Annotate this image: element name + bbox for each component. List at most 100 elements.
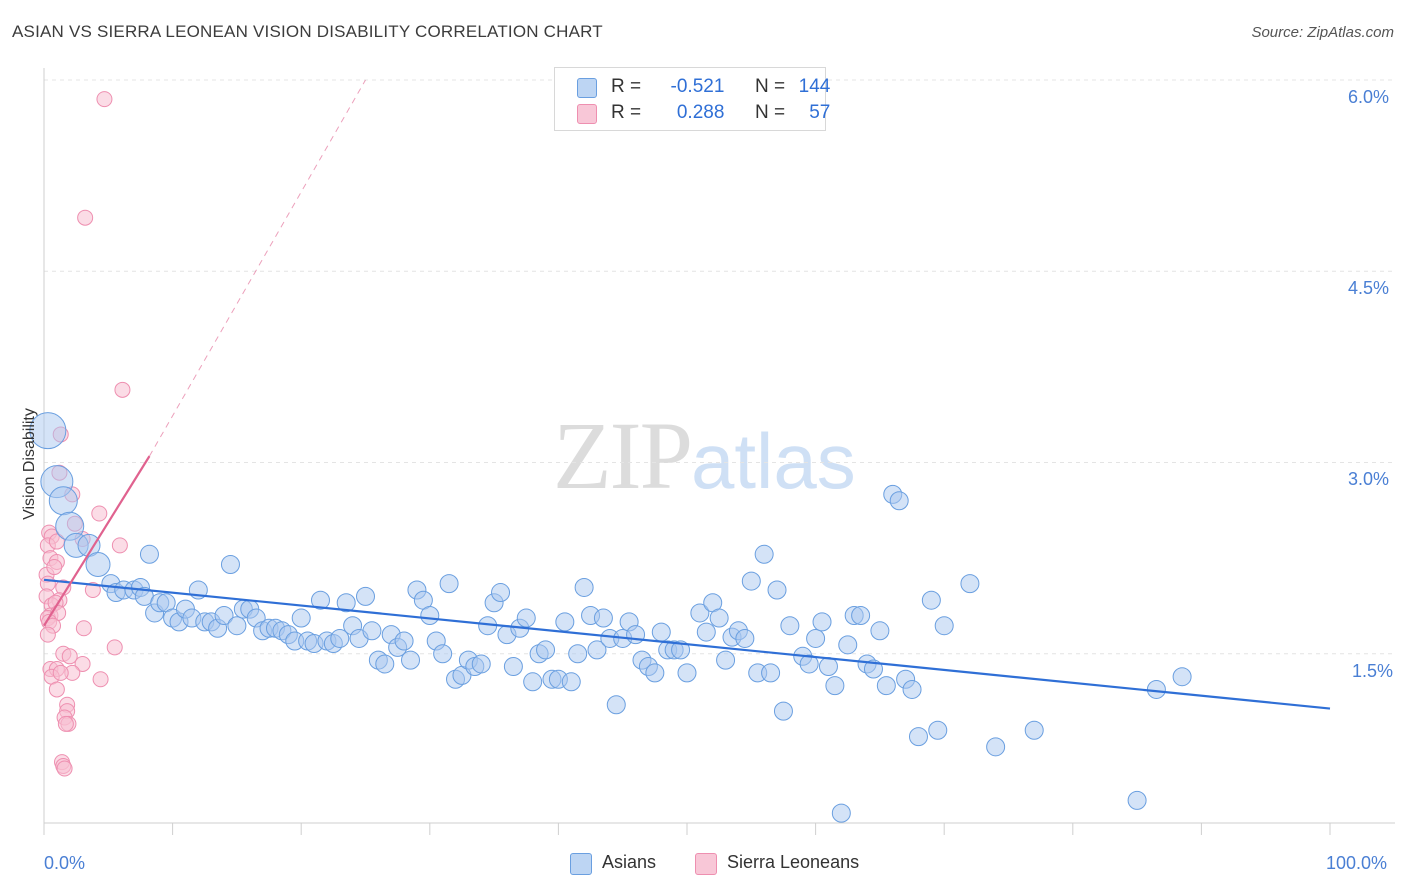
x-tick-label-max: 100.0%	[1326, 853, 1388, 873]
asian-point-111	[773, 701, 793, 721]
legend-n-value-asians: 144	[798, 76, 831, 97]
legend-n-label: N =	[754, 76, 786, 97]
legend-swatch-sierra	[577, 104, 597, 124]
asian-point-50	[375, 654, 395, 674]
asian-point-135	[960, 574, 980, 594]
y-tick-label-4-5: 4.5%	[1348, 278, 1390, 298]
sierra-trend-line	[43, 455, 151, 627]
asian-point-119	[831, 803, 851, 823]
asian-point-54	[401, 650, 421, 670]
asian-point-101	[709, 608, 729, 628]
sierra-point-20	[84, 582, 101, 598]
asian-point-79	[561, 672, 581, 692]
sierra-point-32	[106, 639, 123, 656]
asian-point-84	[593, 608, 613, 628]
asian-point-112	[780, 616, 800, 636]
asian-point-13	[139, 544, 159, 564]
asian-point-109	[761, 663, 781, 683]
asian-point-83	[587, 640, 607, 660]
sierra-trend-extension	[149, 79, 366, 457]
asian-point-80	[568, 644, 588, 664]
asian-point-99	[696, 622, 716, 642]
asian-point-128	[889, 491, 909, 511]
asian-point-68	[491, 583, 511, 603]
asian-point-126	[876, 676, 896, 696]
correlation-legend: R = -0.521 N = 144 R = 0.288 N = 57	[554, 67, 830, 131]
sierra-point-34	[61, 648, 78, 665]
asian-point-0	[29, 412, 67, 450]
asian-point-81	[574, 577, 594, 597]
asian-point-89	[626, 625, 646, 645]
asian-point-37	[291, 608, 311, 628]
asian-point-6	[85, 552, 111, 577]
asian-point-116	[812, 612, 832, 632]
asian-point-106	[741, 571, 761, 591]
y-axis-title: Vision Disability	[21, 408, 38, 520]
series-swatch-asians	[570, 853, 592, 875]
asian-point-25	[214, 606, 234, 625]
asian-point-75	[536, 640, 556, 660]
asian-point-134	[934, 616, 954, 636]
sierra-point-6	[91, 505, 108, 522]
asian-point-26	[220, 555, 240, 574]
y-tick-label-6: 6.0%	[1348, 87, 1390, 107]
legend-r-label: R =	[611, 76, 642, 97]
asian-point-43	[330, 628, 350, 648]
asian-point-133	[928, 720, 948, 740]
asian-point-120	[838, 635, 858, 655]
asian-point-136	[986, 737, 1006, 757]
asian-point-114	[799, 654, 819, 674]
asian-point-57	[420, 606, 440, 625]
asian-point-97	[677, 663, 697, 683]
asian-point-44	[336, 593, 356, 613]
legend-n-value-sierra: 57	[809, 102, 831, 123]
watermark-atlas: atlas	[691, 417, 856, 505]
legend-r-value-asians: -0.521	[670, 76, 725, 97]
legend-swatch-asians	[577, 78, 597, 98]
sierra-point-42	[48, 681, 65, 698]
asian-point-40	[310, 590, 330, 610]
asian-point-138	[1127, 790, 1147, 810]
asian-point-59	[433, 644, 453, 664]
legend-r-value-sierra: 0.288	[676, 102, 725, 123]
asian-point-96	[671, 640, 691, 660]
series-swatch-sierra	[695, 853, 717, 875]
asian-point-93	[651, 622, 671, 642]
asian-point-2	[48, 486, 78, 516]
sierra-point-13	[111, 537, 128, 554]
series-label-sierra: Sierra Leoneans	[727, 852, 860, 872]
sierra-point-35	[74, 655, 91, 672]
asian-point-124	[863, 659, 883, 679]
asian-point-53	[394, 631, 414, 651]
sierra-point-30	[75, 620, 92, 637]
asian-point-65	[471, 654, 491, 674]
watermark: ZIPatlas	[553, 400, 856, 511]
asian-point-117	[818, 657, 838, 676]
y-tick-label-1-5: 1.5%	[1352, 661, 1394, 681]
x-tick-label-min: 0.0%	[44, 853, 86, 873]
asian-point-73	[523, 672, 543, 692]
asian-trend-line	[43, 578, 1331, 710]
sierra-point-40	[52, 664, 69, 681]
sierra-point-0	[96, 91, 113, 108]
asian-point-137	[1024, 720, 1044, 740]
legend-n-label: N =	[754, 102, 786, 123]
asian-point-27	[227, 616, 247, 636]
sierra-point-17	[46, 559, 63, 576]
y-tick-label-3: 3.0%	[1348, 469, 1390, 489]
chart-title: ASIAN VS SIERRA LEONEAN VISION DISABILIT…	[12, 22, 603, 41]
asian-point-70	[503, 657, 523, 676]
asian-point-139	[1146, 679, 1166, 699]
legend-r-label: R =	[611, 102, 642, 123]
asian-point-130	[902, 679, 922, 699]
asian-point-108	[754, 544, 774, 564]
asian-point-60	[439, 574, 459, 594]
asian-point-72	[516, 608, 536, 628]
sierra-point-31	[39, 626, 56, 643]
sierra-point-2	[114, 381, 131, 398]
asian-point-118	[825, 676, 845, 696]
asian-point-47	[356, 586, 375, 606]
source-label: Source: ZipAtlas.com	[1251, 24, 1394, 41]
sierra-point-50	[56, 760, 73, 777]
asian-point-48	[362, 621, 382, 641]
